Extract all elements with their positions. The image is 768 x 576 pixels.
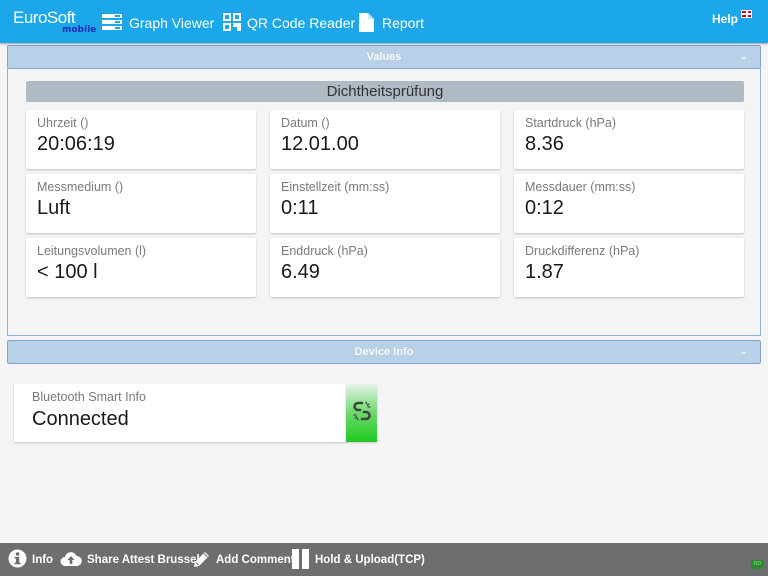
share-attest-button-label: Share Attest Brussel xyxy=(87,554,200,566)
value-card-label: Einstellzeit (mm:ss) xyxy=(281,180,390,194)
value-card-label: Messdauer (mm:ss) xyxy=(525,180,636,194)
device-info-section-title: Device Info xyxy=(354,346,414,358)
device-info-section-header[interactable]: Device Info ⌄ xyxy=(7,340,761,364)
chevron-down-icon: ⌄ xyxy=(739,51,748,62)
value-card-leitungsvolumen: Leitungsvolumen (l) < 100 l xyxy=(26,238,256,297)
value-card-value: 12.01.00 xyxy=(281,133,359,155)
chevron-down-icon: ⌄ xyxy=(739,346,748,357)
pencil-icon xyxy=(193,550,211,571)
share-attest-button[interactable]: Share Attest Brussel xyxy=(60,550,200,570)
bluetooth-info-label: Bluetooth Smart Info xyxy=(32,390,146,404)
bluetooth-status-value: Connected xyxy=(32,408,129,430)
uk-flag-icon[interactable] xyxy=(741,10,752,18)
logo-main-text: EuroSoft xyxy=(13,8,76,27)
nav-qr-code-reader[interactable]: QR Code Reader xyxy=(223,12,355,34)
help-link[interactable]: Help xyxy=(711,12,738,26)
top-app-bar: EuroSoft mobile Graph Viewer QR Code Rea… xyxy=(0,0,768,43)
value-card-label: Leitungsvolumen (l) xyxy=(37,244,147,258)
info-icon xyxy=(8,549,27,571)
value-card-messdauer: Messdauer (mm:ss) 0:12 xyxy=(514,174,744,233)
value-card-value: 1.87 xyxy=(525,261,564,283)
list-icon xyxy=(101,13,123,33)
value-card-value: 8.36 xyxy=(525,133,564,155)
value-card-label: Uhrzeit () xyxy=(37,116,89,130)
value-card-messmedium: Messmedium () Luft xyxy=(26,174,256,233)
add-comment-button-label: Add Comment xyxy=(216,554,295,566)
value-card-label: Druckdifferenz (hPa) xyxy=(525,244,640,258)
value-card-label: Messmedium () xyxy=(37,180,124,194)
bluetooth-info-card: Bluetooth Smart Info Connected xyxy=(14,384,346,442)
value-card-value: 0:11 xyxy=(281,197,319,219)
hold-upload-button-label: Hold & Upload(TCP) xyxy=(315,554,425,566)
nav-qr-code-reader-label: QR Code Reader xyxy=(247,15,356,31)
eurosoft-logo: EuroSoft mobile xyxy=(13,8,97,36)
value-card-startdruck: Startdruck (hPa) 8.36 xyxy=(514,110,744,169)
nav-graph-viewer[interactable]: Graph Viewer xyxy=(101,12,214,34)
qr-code-icon xyxy=(223,13,241,33)
values-section-header[interactable]: Values ⌄ xyxy=(7,45,761,69)
rd-status-badge: RD xyxy=(751,560,764,569)
values-section-title: Values xyxy=(366,51,402,63)
info-button[interactable]: Info xyxy=(8,549,54,571)
value-card-label: Enddruck (hPa) xyxy=(281,244,368,258)
value-card-datum: Datum () 12.01.00 xyxy=(270,110,500,169)
group-title-dichtheitspruefung: Dichtheitsprüfung xyxy=(26,81,744,102)
hold-upload-button[interactable]: Hold & Upload(TCP) xyxy=(292,548,425,572)
nav-report[interactable]: Report xyxy=(359,12,424,34)
pause-icon xyxy=(292,548,310,572)
value-card-value: < 100 l xyxy=(37,261,98,283)
value-card-label: Datum () xyxy=(281,116,330,130)
cloud-upload-icon xyxy=(60,551,82,570)
value-card-value: 0:12 xyxy=(525,197,564,219)
value-card-druckdifferenz: Druckdifferenz (hPa) 1.87 xyxy=(514,238,744,297)
nav-graph-viewer-label: Graph Viewer xyxy=(129,15,215,31)
bottom-toolbar: Info Share Attest Brussel Add Comment Ho… xyxy=(0,543,768,576)
value-card-einstellzeit: Einstellzeit (mm:ss) 0:11 xyxy=(270,174,500,233)
unlink-icon xyxy=(352,400,372,427)
values-section-body: Dichtheitsprüfung Uhrzeit () 20:06:19 Da… xyxy=(7,69,761,336)
info-button-label: Info xyxy=(32,554,54,566)
add-comment-button[interactable]: Add Comment xyxy=(193,550,295,570)
value-card-value: 20:06:19 xyxy=(37,133,115,155)
bluetooth-disconnect-button[interactable] xyxy=(346,384,377,442)
nav-report-label: Report xyxy=(382,15,425,31)
value-card-enddruck: Enddruck (hPa) 6.49 xyxy=(270,238,500,297)
logo-sub-text: mobile xyxy=(62,25,97,35)
value-card-uhrzeit: Uhrzeit () 20:06:19 xyxy=(26,110,256,169)
value-card-label: Startdruck (hPa) xyxy=(525,116,617,130)
document-icon xyxy=(359,13,375,33)
value-card-value: Luft xyxy=(37,197,71,219)
value-card-value: 6.49 xyxy=(281,261,320,283)
